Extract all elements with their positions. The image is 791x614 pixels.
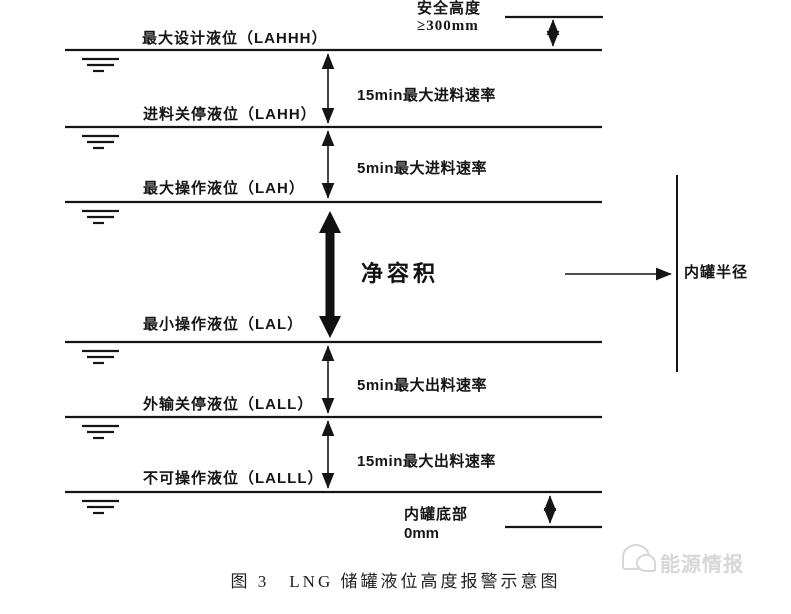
rate-label-out-5min: 5min最大出料速率: [357, 377, 488, 394]
figure-caption: 图 3 LNG 储罐液位高度报警示意图: [230, 572, 561, 591]
net-volume-label: 净容积: [361, 261, 440, 286]
net-volume-arrow: [319, 211, 341, 338]
level-label-lalll: 不可操作液位（LALLL）: [143, 470, 324, 487]
rate-label-out-15min: 15min最大出料速率: [357, 453, 496, 470]
water-symbol-lah: [82, 209, 119, 225]
inner-tank-radius-label: 内罐半径: [684, 265, 749, 281]
water-symbol-lal: [82, 349, 119, 365]
level-label-lah: 最大操作液位（LAH）: [143, 180, 305, 197]
inner-tank-bottom-label: 内罐底部: [404, 507, 469, 523]
water-symbol-lahhh: [82, 57, 119, 73]
watermark-text: 能源情报: [660, 554, 744, 576]
water-symbol-lall: [82, 424, 119, 440]
water-symbol-lalll: [82, 499, 119, 515]
level-label-lal: 最小操作液位（LAL）: [143, 316, 304, 333]
rate-label-feed-5min: 5min最大进料速率: [357, 160, 488, 177]
safety-height-value: ≥300mm: [417, 18, 479, 34]
level-label-lahhh: 最大设计液位（LAHHH）: [142, 30, 328, 47]
watermark-bubble-small-icon: [636, 554, 656, 572]
rate-label-feed-15min: 15min最大进料速率: [357, 87, 496, 104]
safety-height-label: 安全高度: [417, 1, 482, 17]
level-label-lahh: 进料关停液位（LAHH）: [143, 106, 317, 123]
water-symbol-lahh: [82, 134, 119, 150]
inner-tank-bottom-value: 0mm: [404, 525, 440, 542]
level-label-lall: 外输关停液位（LALL）: [143, 396, 314, 413]
